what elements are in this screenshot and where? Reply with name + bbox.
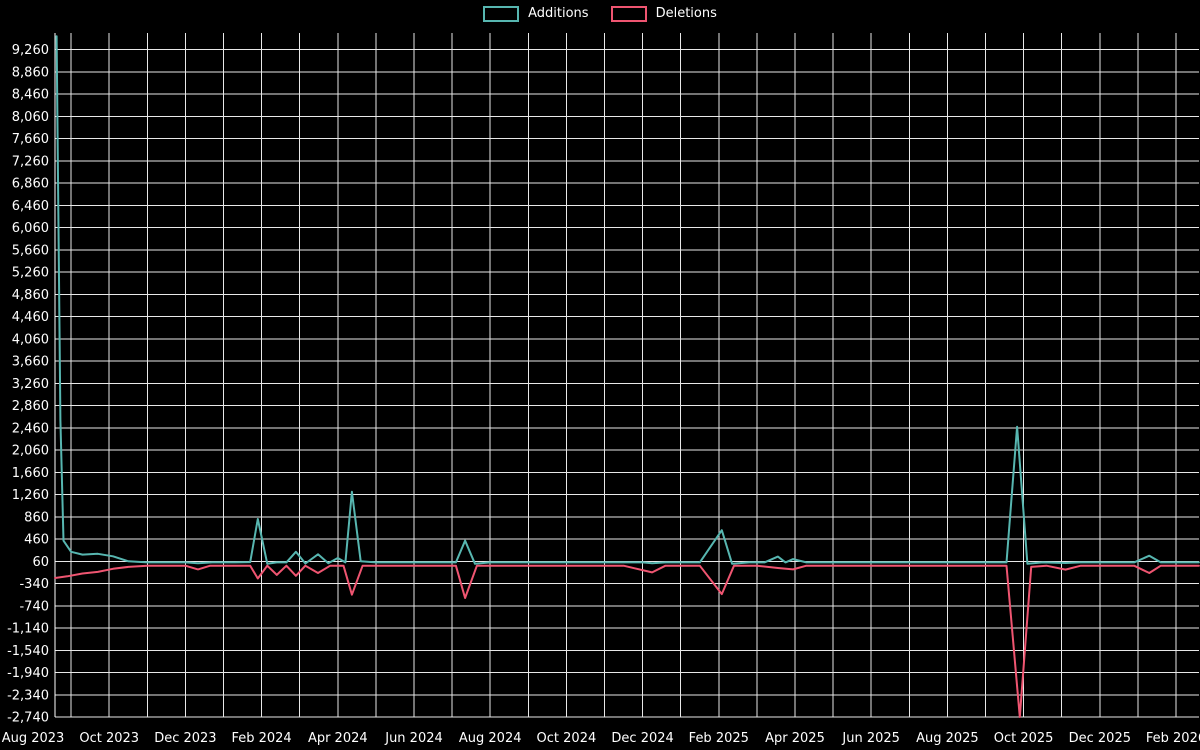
x-tick-label: Feb 2024 bbox=[231, 731, 291, 746]
y-tick-label: 2,060 bbox=[12, 444, 49, 459]
y-tick-label: -1,540 bbox=[7, 644, 49, 659]
additions-line bbox=[55, 35, 1200, 565]
y-tick-label: 8,460 bbox=[12, 88, 49, 103]
y-tick-label: 2,860 bbox=[12, 399, 49, 414]
x-tick-label: Aug 2024 bbox=[459, 731, 522, 746]
y-tick-label: 3,660 bbox=[12, 355, 49, 370]
y-tick-label: -2,740 bbox=[7, 711, 49, 726]
x-tick-label: Dec 2023 bbox=[154, 731, 216, 746]
y-tick-label: 1,660 bbox=[12, 466, 49, 481]
x-tick-label: Apr 2024 bbox=[308, 731, 368, 746]
x-tick-label: Feb 2025 bbox=[689, 731, 749, 746]
x-tick-label: Oct 2025 bbox=[994, 731, 1054, 746]
y-tick-label: 6,460 bbox=[12, 199, 49, 214]
x-tick-label: Oct 2023 bbox=[79, 731, 139, 746]
deletions-swatch-icon bbox=[610, 6, 647, 22]
y-tick-label: -1,940 bbox=[7, 666, 49, 681]
y-tick-label: 60 bbox=[32, 555, 49, 570]
y-tick-label: 4,460 bbox=[12, 310, 49, 325]
y-tick-label: 2,460 bbox=[12, 421, 49, 436]
y-tick-label: 1,260 bbox=[12, 488, 49, 503]
y-tick-label: 3,260 bbox=[12, 377, 49, 392]
legend-label-deletions: Deletions bbox=[655, 6, 717, 21]
y-tick-label: 460 bbox=[24, 533, 49, 548]
legend: Additions Deletions bbox=[0, 6, 1200, 22]
x-tick-label: Aug 2025 bbox=[916, 731, 979, 746]
y-tick-label: 4,060 bbox=[12, 332, 49, 347]
y-tick-label: 5,660 bbox=[12, 243, 49, 258]
legend-item-deletions[interactable]: Deletions bbox=[610, 6, 717, 22]
y-tick-label: 9,260 bbox=[12, 43, 49, 58]
x-tick-label: Jun 2025 bbox=[841, 731, 900, 746]
y-tick-label: 7,660 bbox=[12, 132, 49, 147]
y-tick-label: 7,260 bbox=[12, 154, 49, 169]
deletions-line bbox=[54, 564, 1200, 718]
x-tick-label: Dec 2025 bbox=[1069, 731, 1131, 746]
x-tick-label: Oct 2024 bbox=[537, 731, 597, 746]
y-tick-label: -1,140 bbox=[7, 622, 49, 637]
y-tick-label: 6,860 bbox=[12, 177, 49, 192]
y-tick-label: 860 bbox=[24, 510, 49, 525]
y-tick-label: 8,060 bbox=[12, 110, 49, 125]
legend-label-additions: Additions bbox=[528, 6, 589, 21]
y-tick-label: 8,860 bbox=[12, 65, 49, 80]
y-tick-label: -340 bbox=[19, 577, 49, 592]
x-tick-label: Jun 2024 bbox=[384, 731, 443, 746]
x-tick-label: Dec 2024 bbox=[611, 731, 673, 746]
y-tick-label: 6,060 bbox=[12, 221, 49, 236]
y-tick-label: 4,860 bbox=[12, 288, 49, 303]
y-tick-label: -2,340 bbox=[7, 688, 49, 703]
x-tick-label: Feb 2026 bbox=[1146, 731, 1200, 746]
y-tick-label: 5,260 bbox=[12, 266, 49, 281]
y-tick-label: -740 bbox=[19, 599, 49, 614]
legend-item-additions[interactable]: Additions bbox=[483, 6, 589, 22]
x-tick-label: Aug 2023 bbox=[2, 731, 65, 746]
series-lines bbox=[54, 35, 1200, 718]
x-tick-label: Apr 2025 bbox=[765, 731, 825, 746]
x-axis-labels: Aug 2023 Oct 2023 Dec 2023 Feb 2024 Apr 2024… bbox=[2, 731, 1200, 746]
y-axis-labels: 9,260 8,860 8,460 8,060 7,660 7,260 6,860 6,460… bbox=[7, 43, 49, 725]
additions-swatch-icon bbox=[483, 6, 520, 22]
